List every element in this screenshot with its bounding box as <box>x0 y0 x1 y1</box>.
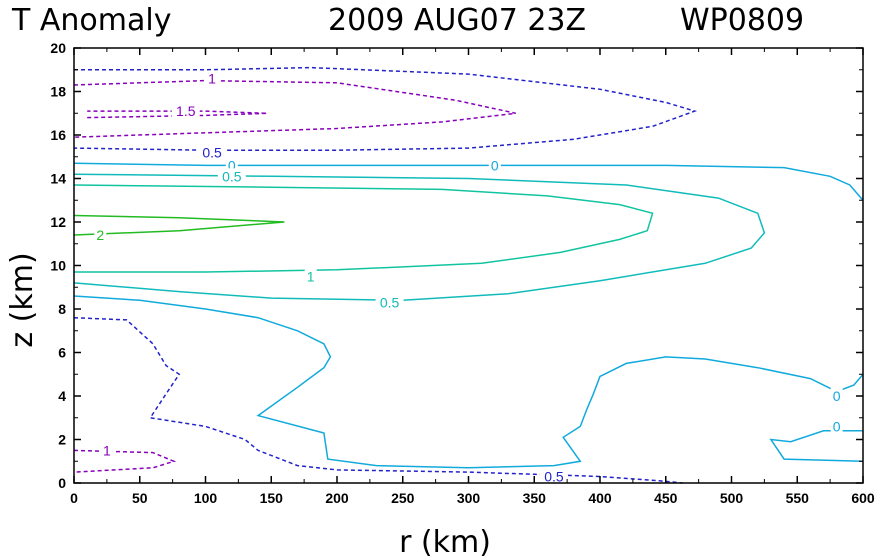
contour-label-bg-pos2-upper-0 <box>94 227 107 244</box>
contour-label-bg-pos05-upper-1 <box>375 294 404 311</box>
x-tick-label-0: 0 <box>70 490 78 506</box>
contour-label-pos2-upper-0: 2 <box>96 227 104 243</box>
contour-label-bg-zero-upper-1 <box>488 157 501 174</box>
x-tick-label-500: 500 <box>720 490 744 506</box>
x-tick-label-250: 250 <box>391 490 415 506</box>
contour-label-bg-neg05-upper-0 <box>198 144 227 161</box>
y-tick-label-6: 6 <box>58 345 66 361</box>
x-tick-label-400: 400 <box>588 490 612 506</box>
x-tick-label-450: 450 <box>654 490 678 506</box>
contour-line-neg1-lower <box>73 449 177 473</box>
y-tick-label-10: 10 <box>50 258 66 274</box>
contour-line-zero-lower-main <box>73 295 864 469</box>
y-tick-label-4: 4 <box>58 388 66 404</box>
contour-label-bg-neg15-upper-0 <box>171 103 200 120</box>
contour-label-neg05-upper-0: 0.5 <box>202 144 222 160</box>
x-tick-label-550: 550 <box>786 490 810 506</box>
contour-line-neg15-upper <box>87 110 268 119</box>
contour-label-zero-upper-0: 0 <box>228 157 236 173</box>
y-tick-label-20: 20 <box>50 40 66 56</box>
contour-label-pos1-upper-0: 1 <box>307 268 315 284</box>
contour-label-neg1-upper-0: 1 <box>208 70 216 86</box>
contour-line-pos2-upper <box>73 214 285 236</box>
chart-title-left: T Anomaly <box>11 3 171 38</box>
y-tick-label-0: 0 <box>58 475 66 491</box>
y-tick-label-12: 12 <box>50 214 66 230</box>
contour-line-zero-lower-small <box>769 430 864 463</box>
x-tick-label-600: 600 <box>851 490 875 506</box>
contour-label-bg-neg1-lower-0 <box>100 442 113 459</box>
contour-label-bg-pos1-upper-0 <box>304 268 317 285</box>
contour-label-bg-neg05-lower-0 <box>539 468 568 485</box>
y-tick-label-14: 14 <box>50 171 66 187</box>
contour-label-neg15-upper-0: 1.5 <box>176 103 196 119</box>
contour-line-neg1-upper <box>73 79 516 138</box>
contour-label-bg-neg1-upper-0 <box>206 70 219 87</box>
x-tick-label-350: 350 <box>523 490 547 506</box>
x-tick-label-50: 50 <box>132 490 148 506</box>
contour-label-neg1-lower-0: 1 <box>103 442 111 458</box>
x-tick-label-300: 300 <box>457 490 481 506</box>
contour-line-pos1-upper <box>73 184 654 273</box>
chart-title-storm: WP0809 <box>680 3 804 38</box>
y-tick-label-8: 8 <box>58 301 66 317</box>
x-tick-label-100: 100 <box>194 490 218 506</box>
x-tick-label-150: 150 <box>260 490 284 506</box>
y-axis-label: z (km) <box>5 252 40 347</box>
contour-label-bg-zero-lower-main-0 <box>830 388 843 404</box>
contour-label-bg-pos05-upper-0 <box>217 168 246 185</box>
contour-label-pos05-upper-0: 0.5 <box>222 168 242 184</box>
y-tick-label-2: 2 <box>58 432 66 448</box>
y-tick-label-16: 16 <box>50 127 66 143</box>
contour-line-zero-upper <box>73 162 864 201</box>
x-axis-label: r (km) <box>399 525 491 558</box>
contour-label-zero-upper-1: 0 <box>491 157 499 173</box>
y-tick-label-18: 18 <box>50 84 66 100</box>
contour-label-zero-lower-main-0: 0 <box>833 388 841 404</box>
contour-label-zero-lower-small-0: 0 <box>833 418 841 434</box>
contour-line-neg05-upper <box>73 66 698 151</box>
contour-label-pos05-upper-1: 0.5 <box>380 294 400 310</box>
axis-layer: 0 50 100 150 200 250 300 350 400 450 500 550 6000246… <box>50 40 874 506</box>
contour-label-neg05-lower-0: 0.5 <box>544 468 564 484</box>
x-tick-label-200: 200 <box>325 490 349 506</box>
contour-line-pos05-upper <box>73 173 766 302</box>
chart-title-date: 2009 AUG07 23Z <box>328 3 586 38</box>
contour-label-bg-zero-lower-small-0 <box>830 418 843 435</box>
